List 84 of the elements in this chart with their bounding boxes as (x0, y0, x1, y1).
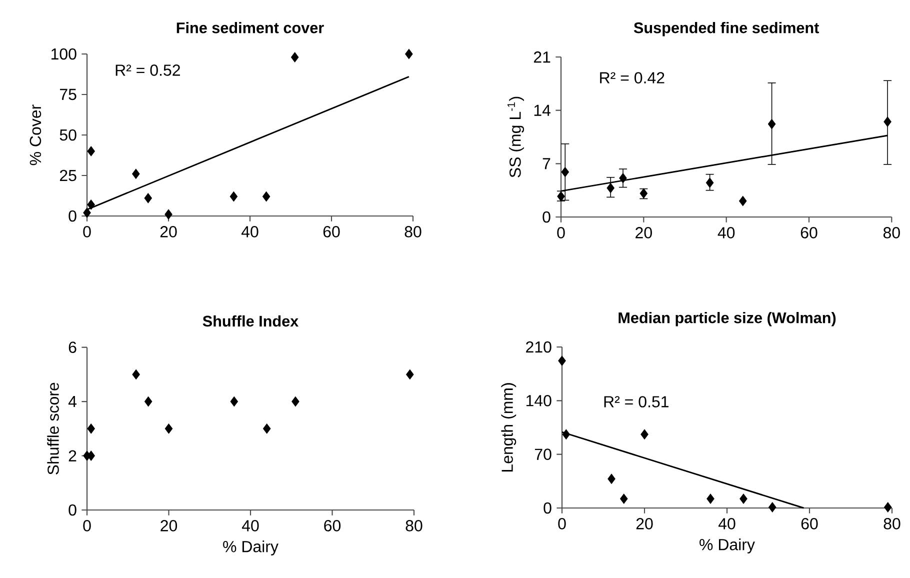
x-tick-label: 40 (241, 226, 258, 238)
y-tick-label: 210 (526, 341, 552, 353)
x-tick-label: 80 (883, 227, 900, 238)
point (230, 396, 238, 407)
point (87, 146, 95, 156)
point (619, 173, 627, 184)
point (768, 502, 776, 512)
y-tick-label: 2 (68, 450, 76, 462)
x-tick-label: 80 (406, 520, 422, 532)
x-tick-label: 60 (324, 520, 341, 532)
point (87, 424, 95, 434)
point (290, 52, 299, 62)
y-tick-label: 0 (542, 211, 550, 223)
point (292, 396, 300, 407)
x-tick-label: 40 (242, 520, 259, 532)
x-tick-label: 20 (636, 518, 653, 530)
y-tick-label: 21 (534, 51, 550, 63)
y-tick-label: 100 (51, 48, 76, 60)
point (562, 429, 570, 440)
x-axis-title: % Dairy (223, 540, 278, 556)
annotation: R² = 0.51 (604, 396, 668, 408)
y-tick-label: 75 (60, 88, 76, 100)
point (83, 208, 91, 218)
point (608, 474, 616, 484)
x-tick-label: 40 (718, 227, 735, 238)
point (87, 200, 95, 210)
y-tick-label: 70 (534, 448, 552, 460)
y-tick-label: 14 (534, 104, 550, 116)
point (738, 196, 747, 206)
x-tick-label: 20 (636, 227, 652, 238)
x-tick-label: 0 (558, 518, 566, 530)
point (164, 424, 173, 434)
point (262, 424, 271, 434)
point (144, 396, 152, 407)
x-tick-label: 60 (323, 226, 340, 238)
point (558, 356, 566, 366)
point (640, 429, 648, 440)
point (561, 166, 570, 178)
y-tick-label: 6 (68, 342, 76, 353)
y-axis-title: % Cover (30, 104, 42, 166)
point (706, 178, 714, 188)
y-tick-label: 25 (60, 170, 76, 182)
chart-title: Shuffle Index (202, 315, 299, 327)
x-tick-label: 0 (83, 226, 91, 238)
y-tick-label: 7 (542, 158, 550, 170)
point (144, 193, 152, 204)
x-tick-label: 80 (884, 518, 900, 530)
y-tick-label: 0 (544, 502, 552, 514)
point (606, 182, 614, 194)
y-tick-label: 0 (68, 504, 76, 516)
point (132, 168, 140, 179)
x-tick-label: 40 (718, 518, 736, 530)
point (620, 494, 628, 504)
y-axis-title: Length (mm) (501, 383, 516, 472)
x-tick-label: 0 (557, 227, 565, 238)
y-tick-label: 4 (68, 396, 76, 408)
x-tick-label: 60 (800, 227, 818, 238)
chart-title: Median particle size (Wolman) (618, 312, 836, 326)
point (405, 48, 413, 60)
point (706, 494, 714, 504)
x-tick-label: 0 (83, 520, 91, 532)
point (230, 191, 238, 202)
point (262, 191, 270, 202)
x-tick-label: 20 (160, 520, 178, 532)
x-tick-label: 80 (404, 226, 422, 238)
y-tick-label: 0 (68, 210, 76, 222)
point (884, 502, 892, 512)
point (884, 116, 892, 127)
point (164, 209, 172, 220)
chart-title: Suspended fine sediment (634, 22, 819, 36)
annotation: R² = 0.42 (600, 72, 664, 84)
point (132, 369, 140, 380)
point (406, 369, 414, 380)
y-tick-label: 50 (60, 129, 76, 141)
y-axis-title: Shuffle score (47, 382, 59, 474)
y-tick-label: 140 (526, 395, 552, 406)
point (768, 118, 776, 130)
point (740, 494, 748, 504)
x-tick-label: 20 (160, 226, 177, 238)
x-axis-title: % Dairy (700, 538, 755, 554)
chart-title: Fine sediment cover (176, 22, 324, 34)
annotation: R² = 0.52 (116, 64, 180, 76)
y-axis-title: SS (mg L$^{-1}$) (508, 96, 524, 178)
x-tick-label: 60 (801, 518, 818, 530)
